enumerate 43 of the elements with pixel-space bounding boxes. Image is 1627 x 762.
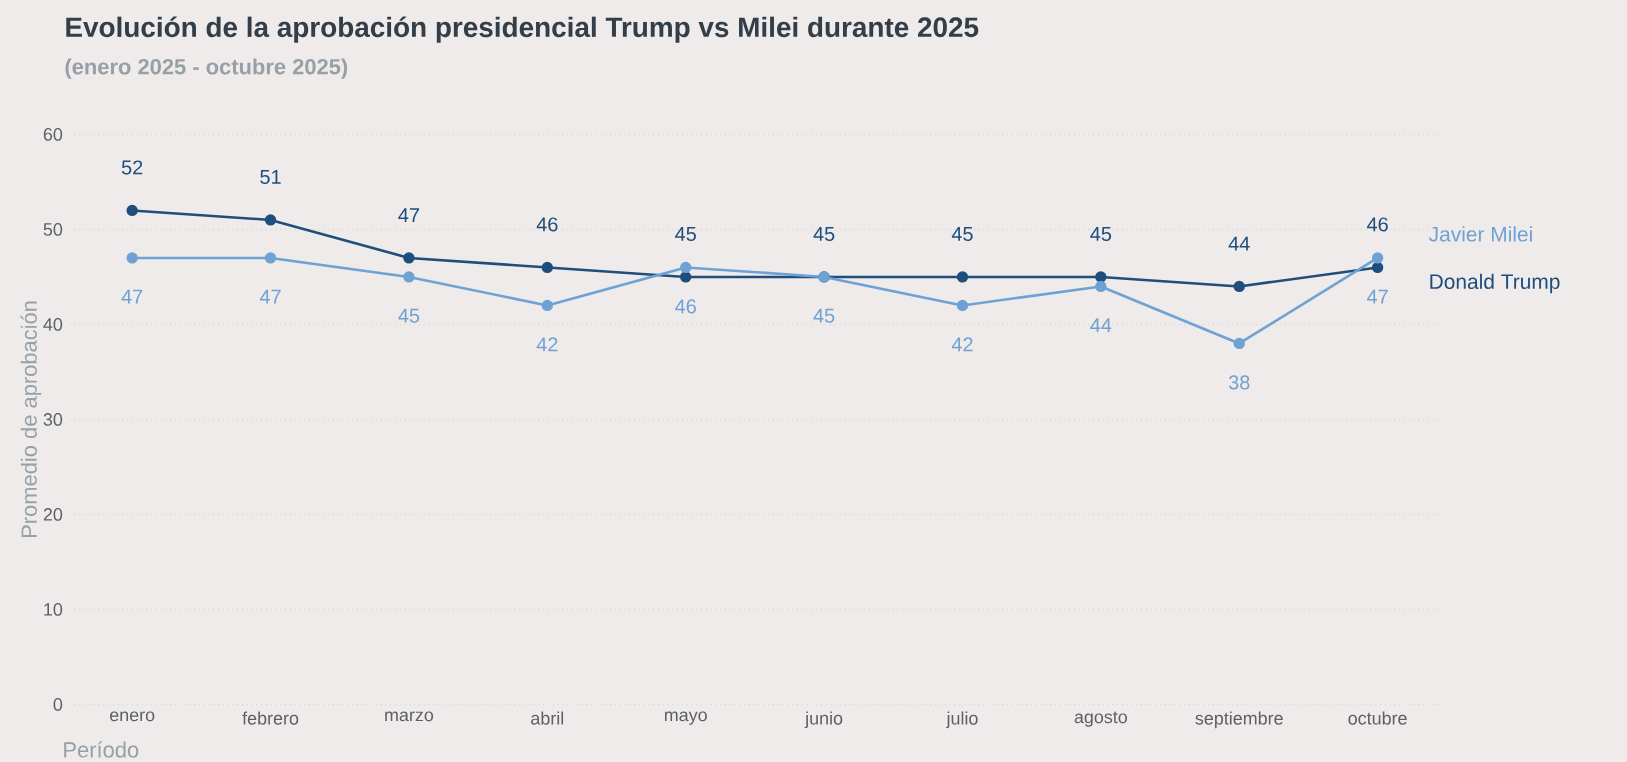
data-label: 47 <box>259 289 281 304</box>
data-label: 52 <box>121 160 143 175</box>
x-tick-label: agosto <box>1074 711 1128 727</box>
y-tick-label: 0 <box>53 698 63 711</box>
data-label: 42 <box>536 337 558 352</box>
data-label: 38 <box>1228 375 1250 390</box>
data-label: 45 <box>813 308 835 323</box>
data-label: 47 <box>398 208 420 222</box>
data-label: 45 <box>951 227 973 241</box>
data-label: 46 <box>1367 217 1388 232</box>
y-tick-label: 40 <box>43 318 63 331</box>
y-tick-label: 10 <box>44 603 63 616</box>
data-label: 46 <box>675 299 696 314</box>
data-label: 47 <box>121 289 143 304</box>
x-tick-label: mayo <box>664 711 707 725</box>
data-label: 44 <box>1090 318 1112 333</box>
x-tick-label: febrero <box>242 711 299 725</box>
chart-subtitle: (enero 2025 - octubre 2025) <box>65 58 348 79</box>
x-tick-label: enero <box>109 711 155 722</box>
data-label: 45 <box>398 308 420 323</box>
x-tick-label: septiembre <box>1195 711 1283 729</box>
y-tick-label: 30 <box>43 413 63 426</box>
chart-title: Evolución de la aprobación presidencial Trump vs Milei durante 2025 <box>66 16 979 43</box>
y-axis-title: Promedio de aprobación <box>20 301 42 538</box>
data-label: 51 <box>260 170 281 184</box>
data-label: 42 <box>951 337 973 352</box>
data-label: 45 <box>813 227 835 241</box>
text: Donald Trump <box>1430 273 1560 294</box>
data-label: 46 <box>536 217 558 232</box>
x-tick-label: julio <box>946 711 978 729</box>
data-label: 45 <box>675 227 696 241</box>
x-tick-label: marzo <box>385 711 434 722</box>
y-tick-label: 60 <box>43 128 63 141</box>
x-tick-label: abril <box>531 711 564 725</box>
data-label: 47 <box>1367 289 1388 304</box>
data-label: 45 <box>1090 227 1112 241</box>
text: Javier Milei <box>1428 226 1532 242</box>
y-tick-label: 20 <box>43 508 63 521</box>
x-tick-label: junio <box>804 711 843 729</box>
data-label: 44 <box>1228 236 1250 251</box>
x-tick-label: octubre <box>1348 711 1407 725</box>
y-tick-label: 50 <box>43 223 63 236</box>
x-axis-title: Período <box>64 741 139 758</box>
